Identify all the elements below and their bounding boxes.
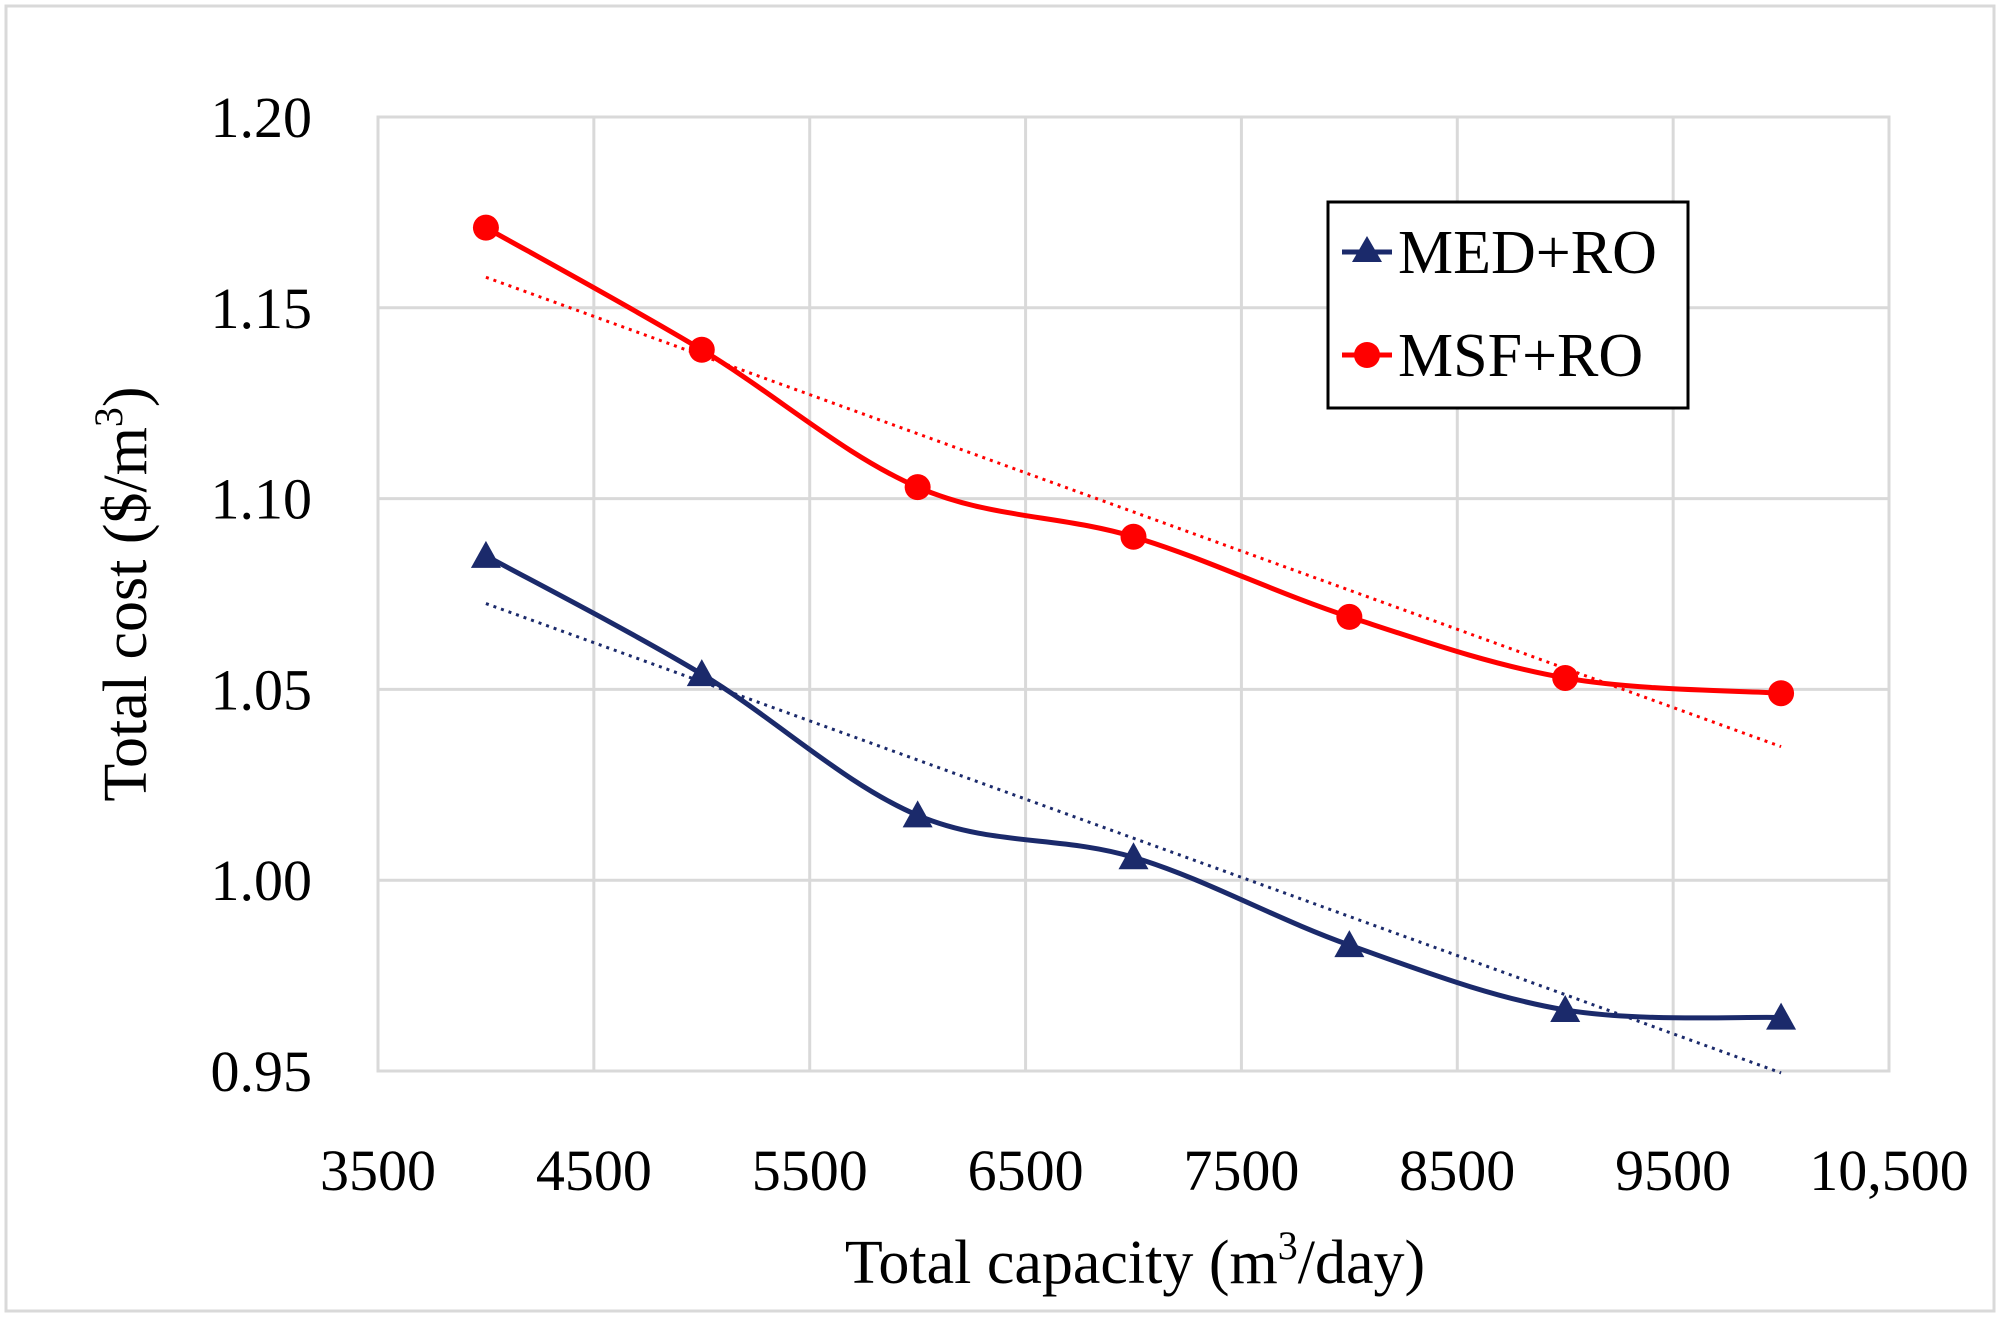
legend-item-med-ro: MED+RO — [1342, 219, 1657, 287]
data-point-msf-ro-2 — [904, 474, 931, 501]
x-axis-title-superscript: 3 — [1278, 1223, 1298, 1268]
x-tick-label-1: 4500 — [536, 1138, 652, 1203]
legend-box — [1326, 200, 1690, 410]
data-point-med-ro-2 — [902, 800, 933, 828]
y-axis-title-main: Total cost ($/m — [92, 427, 160, 801]
x-tick-label-0: 3500 — [320, 1138, 436, 1203]
data-point-med-ro-3 — [1118, 842, 1149, 870]
data-point-med-ro-6 — [1766, 1002, 1797, 1030]
y-tick-label-5: 1.20 — [211, 85, 313, 150]
y-axis-tick-labels: 0.95 1.00 1.05 1.10 1.15 1.20 — [211, 85, 313, 1104]
x-axis-tick-labels: 3500 4500 5500 6500 7500 8500 9500 10,500 — [320, 1138, 1969, 1203]
data-point-msf-ro-4 — [1336, 603, 1363, 630]
legend-item-msf-ro: MSF+RO — [1342, 322, 1643, 390]
markers — [470, 214, 1797, 1030]
legend-triangle-marker-icon — [1352, 236, 1382, 262]
data-point-med-ro-1 — [686, 659, 717, 687]
data-point-msf-ro-0 — [472, 214, 499, 241]
y-tick-label-4: 1.15 — [211, 276, 313, 341]
x-axis-title: Total capacity (m3/day) — [845, 1223, 1425, 1297]
data-point-med-ro-5 — [1550, 994, 1581, 1022]
data-point-med-ro-0 — [470, 540, 501, 568]
x-tick-label-6: 9500 — [1615, 1138, 1731, 1203]
x-axis-title-tail: /day) — [1298, 1229, 1425, 1297]
x-tick-label-7: 10,500 — [1809, 1138, 1969, 1203]
legend: MED+RO MSF+RO — [1326, 200, 1690, 410]
x-tick-label-3: 6500 — [968, 1138, 1084, 1203]
x-tick-label-4: 7500 — [1183, 1138, 1299, 1203]
legend-circle-marker-icon — [1354, 342, 1380, 368]
plot-area-frame — [376, 115, 1891, 1073]
trendline-med-ro — [485, 602, 1782, 1075]
data-point-msf-ro-6 — [1768, 680, 1795, 707]
legend-label-med-ro: MED+RO — [1398, 219, 1657, 287]
y-tick-label-0: 0.95 — [211, 1039, 313, 1104]
y-tick-label-1: 1.00 — [211, 848, 313, 913]
y-axis-title-tail: ) — [92, 386, 160, 407]
y-tick-label-3: 1.10 — [211, 467, 313, 532]
y-axis-title-superscript: 3 — [86, 407, 131, 427]
data-point-msf-ro-3 — [1120, 523, 1147, 550]
x-tick-label-2: 5500 — [752, 1138, 868, 1203]
x-tick-label-5: 8500 — [1399, 1138, 1515, 1203]
data-point-msf-ro-5 — [1552, 664, 1579, 691]
data-point-msf-ro-1 — [688, 336, 715, 363]
y-tick-label-2: 1.05 — [211, 657, 313, 722]
x-axis-title-main: Total capacity (m — [845, 1229, 1278, 1297]
data-point-med-ro-4 — [1334, 930, 1365, 958]
legend-label-msf-ro: MSF+RO — [1398, 322, 1643, 390]
y-axis-title: Total cost ($/m3) — [86, 386, 160, 801]
trendline-msf-ro — [485, 275, 1782, 749]
trendlines — [485, 275, 1782, 1075]
